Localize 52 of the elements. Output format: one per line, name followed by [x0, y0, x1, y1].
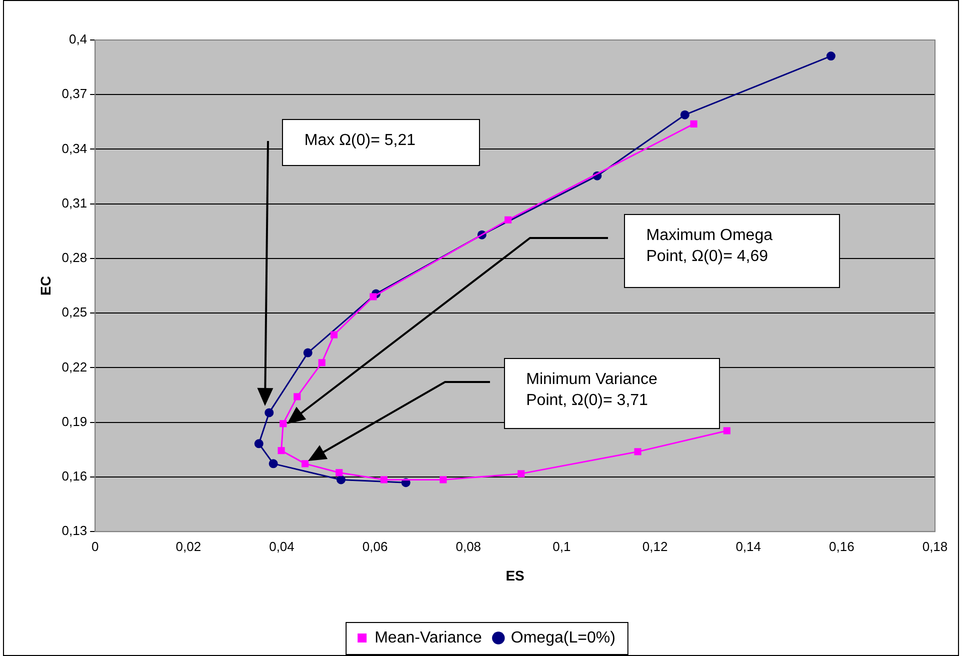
point	[370, 293, 377, 300]
x-tick-label: 0,1	[552, 538, 571, 554]
note-box: Maximum Omega Point, Ω(0)= 4,69	[624, 214, 840, 288]
legend-label: Mean-Variance	[374, 629, 482, 646]
point	[294, 393, 301, 400]
y-tick-label: 0,25	[62, 304, 88, 320]
x-tick-label: 0	[91, 538, 99, 554]
y-tick-label: 0,37	[62, 86, 88, 102]
annotation: Minimum Variance Point, Ω(0)= 3,71	[526, 370, 658, 409]
point	[318, 359, 326, 366]
point	[268, 459, 278, 468]
y-axis-title: EC	[37, 276, 54, 296]
point	[278, 447, 285, 454]
point	[303, 348, 312, 358]
point	[254, 439, 264, 448]
annotation: Maximum Omega Point, Ω(0)= 4,69	[646, 227, 772, 266]
point	[280, 420, 287, 428]
point	[330, 331, 338, 338]
x-tick-label: 0,18	[922, 538, 948, 554]
point	[336, 475, 346, 484]
y-tick-label: 0,28	[62, 250, 88, 266]
point	[518, 470, 525, 478]
annotation: Max Ω(0)= 5,21	[304, 132, 416, 150]
point	[440, 476, 447, 484]
x-tick-label: 0,16	[829, 538, 854, 554]
y-tick-label: 0,16	[62, 468, 88, 484]
x-tick-label: 0,08	[456, 538, 482, 554]
x-tick-label: 0,14	[736, 538, 762, 554]
x-tick-label: 0,06	[362, 538, 388, 554]
point	[690, 120, 698, 128]
x-axis-title: ES	[506, 567, 524, 584]
point	[826, 52, 836, 61]
y-tick-label: 0,4	[69, 32, 88, 47]
note-box: Minimum Variance Point, Ω(0)= 3,71	[504, 358, 720, 429]
point	[336, 469, 343, 476]
legend-label: Omega(L=0%)	[510, 629, 616, 646]
point	[380, 476, 388, 484]
y-tick-label: 0,22	[62, 359, 88, 374]
point	[504, 216, 512, 224]
y-tick-label: 0,19	[62, 414, 88, 429]
point	[634, 448, 642, 456]
point	[264, 408, 274, 418]
point	[680, 110, 690, 120]
x-tick-label: 0,12	[642, 538, 668, 554]
note-box: Max Ω(0)= 5,21	[282, 119, 480, 166]
x-tick-label: 0,02	[176, 538, 202, 554]
y-tick-label: 0,34	[62, 140, 88, 156]
x-tick-label: 0,04	[269, 538, 294, 554]
point	[723, 427, 730, 434]
y-tick-label: 0,31	[62, 195, 88, 210]
y-tick-label: 0,13	[62, 523, 88, 538]
point	[302, 460, 309, 468]
